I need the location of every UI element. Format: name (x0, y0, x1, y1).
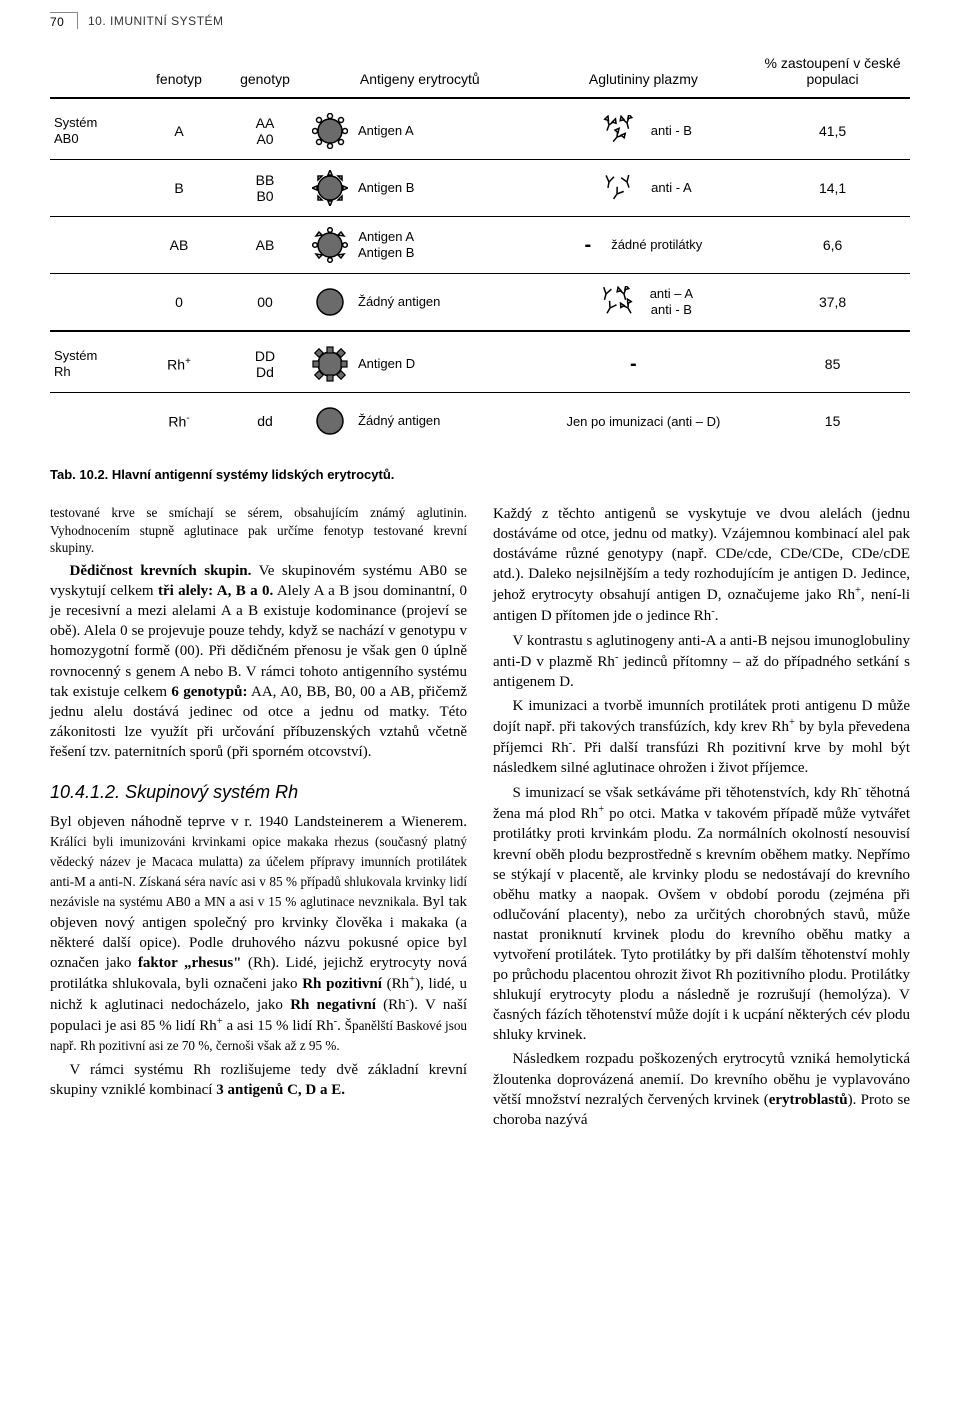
chapter-title: 10. IMUNITNÍ SYSTÉM (88, 14, 224, 28)
agglutinin-cell: - (532, 331, 756, 393)
erythrocyte-icon (312, 403, 348, 439)
agglutinin-cell: Jen po imunizaci (anti – D) (532, 393, 756, 450)
antigen-cell: Antigen D (308, 331, 532, 393)
agglutinin-label: žádné protilátky (611, 237, 702, 253)
genotype: 00 (222, 274, 308, 332)
genotype: AAA0 (222, 98, 308, 160)
pct-value: 6,6 (755, 217, 910, 274)
phenotype: A (136, 98, 222, 160)
agglutinin-cell: - žádné protilátky (532, 217, 756, 274)
erythrocyte-icon (312, 170, 348, 206)
antibody-icon (594, 286, 640, 318)
phenotype: Rh- (136, 393, 222, 450)
table-row: SystémAB0AAAA0 Antigen A anti - B 41,5 (50, 98, 910, 160)
antigen-cell: Žádný antigen (308, 393, 532, 450)
antigen-cell: Antigen AAntigen B (308, 217, 532, 274)
genotype: dd (222, 393, 308, 450)
antigen-label: Žádný antigen (358, 294, 440, 310)
table-caption: Tab. 10.2. Hlavní antigenní systémy lids… (50, 467, 910, 482)
genotype: AB (222, 217, 308, 274)
col-agglutinins: Aglutininy plazmy (532, 49, 756, 98)
system-label: SystémAB0 (50, 98, 136, 160)
table-row: 000 Žádný antigen anti – Aanti - B 37,8 (50, 274, 910, 332)
antigen-label: Antigen AAntigen B (358, 229, 414, 260)
agglutinin-label: anti – Aanti - B (650, 286, 693, 317)
genotype: BBB0 (222, 160, 308, 217)
phenotype: B (136, 160, 222, 217)
pct-value: 85 (755, 331, 910, 393)
erythrocyte-icon (312, 227, 348, 263)
page-number: 70 (50, 12, 78, 29)
agglutinin-label: anti - A (651, 180, 691, 196)
col-phenotype: fenotyp (136, 49, 222, 98)
agglutinin-cell: anti - A (532, 160, 756, 217)
subsection-heading: 10.4.1.2. Skupinový systém Rh (50, 780, 467, 804)
agglutinin-label: Jen po imunizaci (anti – D) (566, 414, 720, 429)
page-header: 70 10. IMUNITNÍ SYSTÉM (50, 12, 910, 29)
antigen-label: Antigen D (358, 356, 415, 372)
dash-icon: - (585, 234, 592, 257)
pct-value: 15 (755, 393, 910, 450)
table-row: Rh-dd Žádný antigen Jen po imunizaci (anti… (50, 393, 910, 450)
erythrocyte-icon (312, 113, 348, 149)
table-row: BBBB0 Antigen B anti - A 14,1 (50, 160, 910, 217)
system-label: SystémRh (50, 331, 136, 393)
table-row: SystémRhRh+DDDd Antigen D - 85 (50, 331, 910, 393)
antigen-label: Antigen B (358, 180, 414, 196)
erythrocyte-icon (312, 284, 348, 320)
phenotype: 0 (136, 274, 222, 332)
antigen-cell: Žádný antigen (308, 274, 532, 332)
pct-value: 41,5 (755, 98, 910, 160)
pct-value: 37,8 (755, 274, 910, 332)
agglutinin-cell: anti - B (532, 98, 756, 160)
phenotype: AB (136, 217, 222, 274)
antibody-icon (595, 115, 641, 147)
antigen-systems-table: fenotyp genotyp Antigeny erytrocytů Aglu… (50, 49, 910, 449)
antigen-label: Žádný antigen (358, 413, 440, 429)
genotype: DDDd (222, 331, 308, 393)
antigen-cell: Antigen A (308, 98, 532, 160)
agglutinin-cell: anti – Aanti - B (532, 274, 756, 332)
phenotype: Rh+ (136, 331, 222, 393)
antibody-icon (595, 172, 641, 204)
pct-value: 14,1 (755, 160, 910, 217)
antigen-label: Antigen A (358, 123, 414, 139)
body-text: testované krve se smíchají se sérem, obs… (50, 504, 910, 1130)
antigen-cell: Antigen B (308, 160, 532, 217)
agglutinin-label: anti - B (651, 123, 692, 139)
table-row: ABAB Antigen AAntigen B - žádné protilátky 6… (50, 217, 910, 274)
dash-icon: - (630, 353, 637, 376)
col-antigens: Antigeny erytrocytů (308, 49, 532, 98)
col-pct: % zastoupení v české populaci (755, 49, 910, 98)
col-genotype: genotyp (222, 49, 308, 98)
erythrocyte-icon (312, 346, 348, 382)
